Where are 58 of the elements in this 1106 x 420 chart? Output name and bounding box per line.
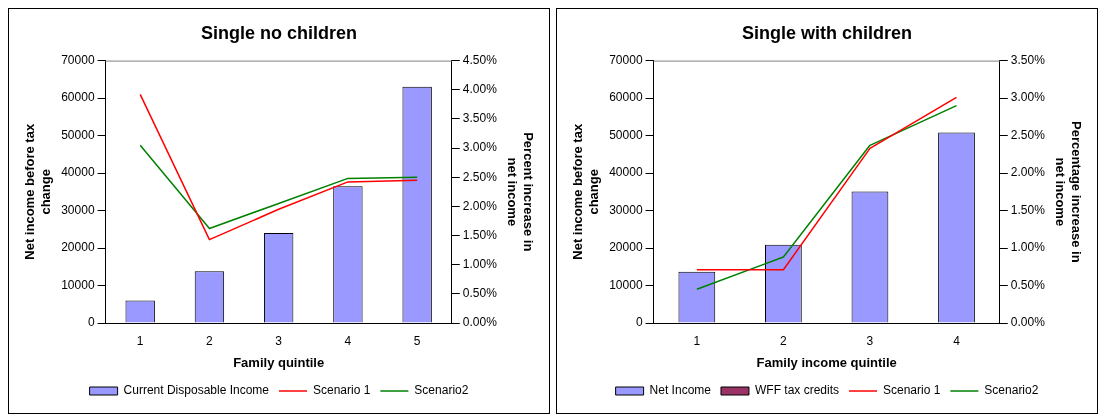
y-tick-label: 40000 <box>61 165 95 180</box>
x-tick-label: 5 <box>413 333 421 348</box>
y2-axis-title: Percent increase in net income <box>505 132 536 252</box>
y-tick-label: 70000 <box>609 52 643 67</box>
y-tick-label: 30000 <box>61 202 95 217</box>
y2-tick-label: 0.00% <box>1010 315 1046 330</box>
y-axis-title: Net income before tax change <box>22 123 53 260</box>
y2-tick-label: 1.50% <box>462 227 498 242</box>
x-axis-title: Family income quintile <box>756 354 897 370</box>
x-tick-label: 3 <box>275 333 283 348</box>
y-tick-label: 20000 <box>609 240 643 255</box>
y2-tick-label: 1.00% <box>462 257 498 271</box>
y-tick-label: 10000 <box>61 277 95 292</box>
chart-title: Single no children <box>200 22 358 43</box>
y2-tick-label: 3.00% <box>1010 90 1046 105</box>
x-tick-label: 3 <box>866 333 874 348</box>
x-tick-label: 1 <box>693 333 701 348</box>
x-tick-label: 1 <box>136 333 144 348</box>
y-tick-label: 20000 <box>61 240 95 255</box>
y2-tick-label: 4.00% <box>462 82 498 97</box>
y-tick-label: 50000 <box>61 127 95 142</box>
x-axis-title: Family quintile <box>233 354 325 370</box>
y2-tick-label: 2.00% <box>462 198 498 213</box>
legend-label: Scenario 1 <box>882 383 941 398</box>
y2-axis-title: Percentage increase in net income <box>1053 120 1084 263</box>
y-tick-label: 10000 <box>609 277 643 292</box>
y2-tick-label: 2.50% <box>1010 127 1046 142</box>
y2-tick-label: 0.50% <box>462 286 498 301</box>
y2-tick-label: 1.00% <box>1010 240 1046 255</box>
y-tick-label: 70000 <box>61 52 95 67</box>
y2-tick-label: 2.50% <box>462 169 498 184</box>
x-tick-label: 4 <box>344 333 352 348</box>
legend-label: Net Income <box>649 383 712 398</box>
x-tick-label: 2 <box>780 333 788 348</box>
x-tick-label: 2 <box>206 333 214 348</box>
chart-title: Single with children <box>741 22 913 43</box>
legend-label: Scenario2 <box>414 383 469 398</box>
legend-label: Current Disposable Income <box>123 383 270 398</box>
legend-label: WFF tax credits <box>754 383 839 398</box>
y2-tick-label: 2.00% <box>1010 165 1046 180</box>
y2-tick-label: 0.50% <box>1010 277 1046 292</box>
y2-tick-label: 3.00% <box>462 140 498 155</box>
legend-label: Scenario2 <box>984 383 1039 398</box>
legend-label: Scenario 1 <box>313 383 371 398</box>
y2-tick-label: 3.50% <box>1010 52 1046 67</box>
y-tick-label: 0 <box>87 315 95 330</box>
y-tick-label: 50000 <box>609 127 643 142</box>
y-tick-label: 60000 <box>609 90 643 105</box>
y-tick-label: 60000 <box>61 90 95 105</box>
y2-tick-label: 1.50% <box>1010 202 1046 217</box>
y-tick-label: 0 <box>635 315 643 330</box>
y-axis-title: Net income before tax change <box>570 123 601 260</box>
y2-tick-label: 0.00% <box>462 315 498 330</box>
y2-tick-label: 4.50% <box>462 52 498 67</box>
y2-tick-label: 3.50% <box>462 111 498 126</box>
x-tick-label: 4 <box>953 333 961 348</box>
y-tick-label: 40000 <box>609 165 643 180</box>
y-tick-label: 30000 <box>609 202 643 217</box>
